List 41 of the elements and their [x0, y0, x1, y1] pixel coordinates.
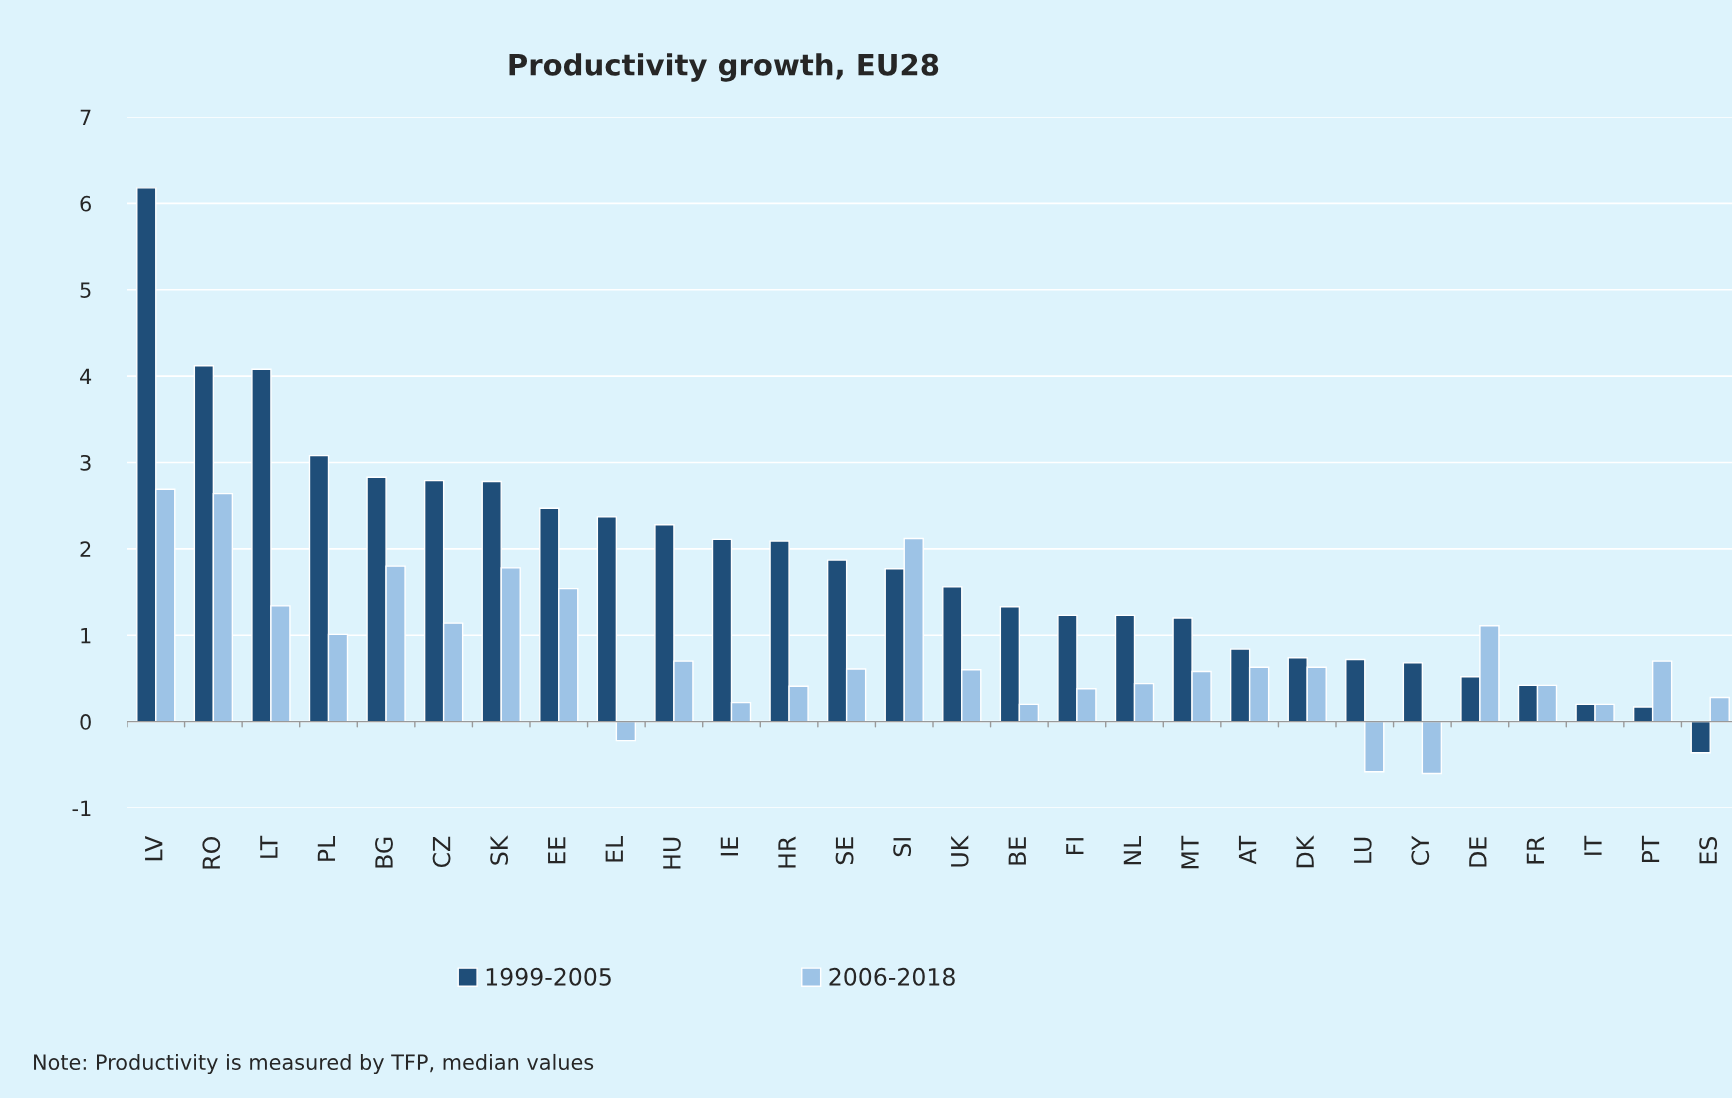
y-tick-label: 2 — [80, 541, 91, 557]
x-tick-label: CZ — [432, 836, 451, 868]
x-tick-label: PT — [1641, 835, 1660, 863]
x-tick-label: IT — [1584, 835, 1602, 855]
x-tick-label: SK — [490, 835, 509, 865]
legend-label: 1999-2005 — [486, 967, 611, 986]
x-tick-label: PL — [317, 835, 336, 861]
x-tick-label: BE — [1008, 837, 1026, 865]
x-tick-label: DK — [1296, 835, 1314, 868]
x-tick-label: ES — [1699, 837, 1718, 864]
x-tick-label: RO — [202, 837, 221, 869]
x-tick-label: CY — [1411, 835, 1430, 865]
x-tick-label: DE — [1469, 837, 1487, 867]
legend-label: 2006-2018 — [829, 967, 955, 986]
x-tick-label: IE — [720, 837, 739, 856]
y-tick-label: 4 — [80, 368, 92, 385]
x-tick-label: HR — [778, 836, 796, 868]
x-tick-label: FR — [1526, 836, 1545, 864]
y-tick-label: -1 — [72, 800, 91, 816]
x-tick-label: FI — [1066, 838, 1084, 855]
x-tick-label: BG — [375, 837, 393, 868]
text: Note: Productivity is measured by TFP, median values — [34, 1053, 594, 1075]
x-tick-label: SE — [835, 837, 854, 865]
x-tick-label: SI — [893, 838, 912, 857]
x-tick-label: HU — [663, 837, 681, 869]
x-tick-label: UK — [951, 835, 969, 867]
chart-title: Productivity growth, EU28 — [509, 53, 939, 82]
x-tick-label: EE — [548, 837, 566, 864]
y-tick-label: 0 — [80, 714, 91, 730]
x-tick-label: NL — [1123, 835, 1142, 865]
y-tick-label: 1 — [81, 627, 91, 644]
y-tick-label: 3 — [80, 454, 91, 471]
y-tick-label: 6 — [80, 195, 91, 212]
x-tick-label: EL — [605, 835, 623, 862]
x-tick-label: LT — [260, 835, 278, 858]
y-tick-label: 7 — [80, 109, 91, 125]
x-tick-label: LV — [145, 835, 163, 861]
y-tick-label: 5 — [80, 282, 91, 298]
x-tick-label: LU — [1354, 837, 1372, 863]
x-tick-label: MT — [1181, 835, 1199, 869]
x-tick-label: AT — [1238, 835, 1257, 865]
